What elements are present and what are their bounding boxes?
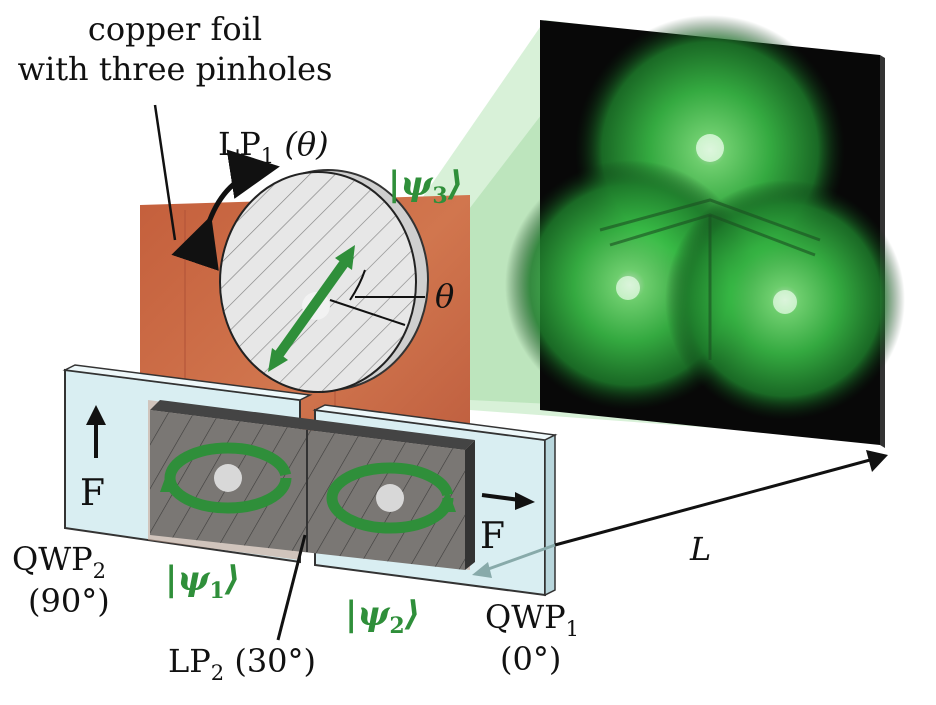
lp2-label: LP2 (30°) bbox=[168, 642, 316, 685]
foil-label-line1: copper foil bbox=[88, 10, 262, 48]
fast-axis-label-left: F bbox=[80, 473, 105, 514]
theta-label: θ bbox=[435, 277, 454, 315]
psi2-label: |ψ2⟩ bbox=[345, 594, 420, 639]
circular-arrow-icon bbox=[326, 462, 456, 534]
arrow-icon bbox=[481, 492, 535, 510]
foil-label-line2: with three pinholes bbox=[18, 50, 333, 88]
detector-screen bbox=[505, 15, 905, 448]
curved-double-arrow-icon bbox=[171, 149, 280, 271]
lp2-pointer bbox=[276, 534, 307, 641]
psi3-label: |ψ3⟩ bbox=[388, 164, 463, 209]
interference-pattern bbox=[505, 15, 905, 420]
qwp2-label: QWP2 bbox=[12, 540, 106, 583]
theta-angle bbox=[329, 269, 425, 326]
fast-axis-label-right: F bbox=[480, 516, 505, 557]
circular-arrow-icon bbox=[160, 442, 292, 514]
qwp1-label: QWP1 bbox=[485, 598, 579, 641]
psi1-label: |ψ1⟩ bbox=[165, 559, 240, 604]
double-arrow-icon bbox=[268, 245, 355, 372]
distance-arrow bbox=[472, 450, 888, 578]
lp1-label: LP1 (θ) bbox=[218, 125, 329, 168]
distance-label: L bbox=[689, 530, 711, 568]
qwp1-angle: (0°) bbox=[500, 640, 561, 678]
qwp2-angle: (90°) bbox=[28, 582, 110, 620]
arrow-icon bbox=[86, 405, 106, 458]
